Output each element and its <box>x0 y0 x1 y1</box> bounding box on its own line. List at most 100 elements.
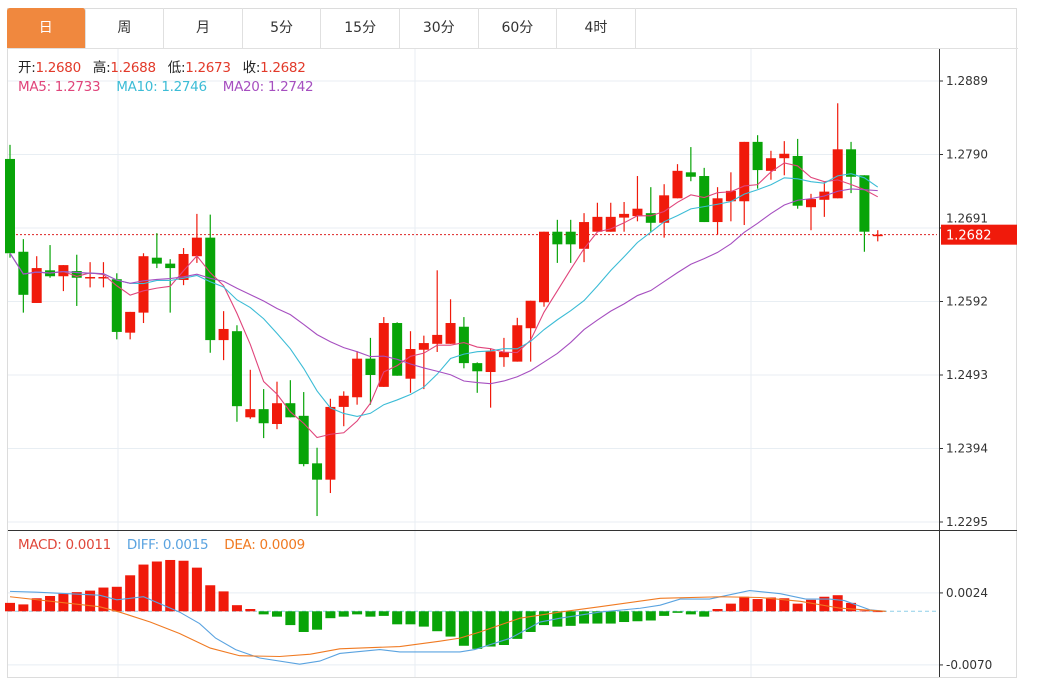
macd-bar <box>765 597 776 612</box>
macd-bar <box>325 611 336 619</box>
macd-bar <box>846 602 857 612</box>
macd-bar <box>111 586 122 612</box>
macd-bar <box>565 611 576 626</box>
candle-body <box>258 409 269 424</box>
macd-bar <box>138 564 149 612</box>
candle-body <box>498 351 509 358</box>
tab-15min[interactable]: 15分 <box>321 8 400 48</box>
low-value: 1.2673 <box>185 60 231 76</box>
macd-bar <box>779 598 790 612</box>
candle-body <box>592 216 603 232</box>
candle-body <box>458 326 469 364</box>
macd-bar <box>605 611 616 624</box>
candle-body <box>338 395 349 407</box>
candle-body <box>445 323 456 344</box>
open-label: 开: <box>18 60 36 76</box>
macd-bar <box>205 585 216 612</box>
price-tick-label: 1.2394 <box>946 441 988 455</box>
tab-4hour[interactable]: 4时 <box>557 8 636 48</box>
candle-body <box>165 263 176 269</box>
macd-bar <box>312 611 323 630</box>
candle-body <box>285 403 296 418</box>
diff-value: DIFF: 0.0015 <box>126 537 209 553</box>
ohlc-legend: 开:1.2680 高:1.2688 低:1.2673 收:1.2682 <box>18 60 306 76</box>
macd-bar <box>632 611 643 622</box>
tab-day[interactable]: 日 <box>7 8 86 48</box>
macd-bar <box>832 595 843 612</box>
candle-body <box>859 175 870 232</box>
macd-bar <box>512 611 523 639</box>
macd-bar <box>498 611 509 646</box>
ma10-value: MA10: 1.2746 <box>116 79 207 95</box>
tab-month[interactable]: 月 <box>164 8 243 48</box>
tab-5min[interactable]: 5分 <box>243 8 322 48</box>
moving-average-lines <box>9 162 879 439</box>
macd-bar <box>739 596 750 612</box>
macd-bar <box>45 595 56 612</box>
price-tick-label: 1.2493 <box>946 368 988 382</box>
ma20-line <box>9 188 878 385</box>
candle-body <box>365 358 376 375</box>
macd-bar <box>218 591 229 612</box>
macd-bar <box>85 590 96 612</box>
macd-bar <box>125 575 136 612</box>
candle-body <box>659 195 670 223</box>
macd-bar <box>191 567 202 612</box>
macd-bar <box>659 611 670 616</box>
macd-legend: MACD: 0.0011 DIFF: 0.0015 DEA: 0.0009 <box>18 537 305 553</box>
macd-bar <box>752 599 763 612</box>
candle-body <box>138 256 149 313</box>
macd-bar <box>592 611 603 624</box>
tab-30min[interactable]: 30分 <box>400 8 479 48</box>
ma-legend: MA5: 1.2733 MA10: 1.2746 MA20: 1.2742 <box>18 79 314 95</box>
macd-bar <box>645 611 656 621</box>
close-value: 1.2682 <box>260 60 306 76</box>
price-tick-label: 1.2889 <box>946 74 988 88</box>
candle-body <box>352 358 363 398</box>
macd-bar <box>258 611 269 615</box>
macd-bar <box>405 611 416 625</box>
macd-bar <box>98 587 109 612</box>
candle-body <box>298 415 309 465</box>
macd-bar <box>432 611 443 632</box>
candle-body <box>725 190 736 202</box>
macd-bar <box>685 611 696 615</box>
open-value: 1.2680 <box>35 60 81 76</box>
macd-bar <box>285 611 296 626</box>
tab-week[interactable]: 周 <box>86 8 165 48</box>
current-price-badge <box>941 224 1017 245</box>
ma20-value: MA20: 1.2742 <box>222 79 314 95</box>
current-price-label: 1.2682 <box>946 229 992 244</box>
macd-bar <box>725 603 736 612</box>
price-tick-label: 1.2295 <box>946 515 988 529</box>
candle-body <box>539 231 549 303</box>
ma5-value: MA5: 1.2733 <box>18 79 101 95</box>
dea-line <box>9 596 886 658</box>
macd-bar <box>672 611 683 613</box>
candle-body <box>205 237 216 341</box>
macd-bar <box>71 592 82 612</box>
candle-body <box>378 323 389 387</box>
candle-body <box>806 199 816 208</box>
candle-body <box>832 149 843 199</box>
candle-body <box>245 409 256 418</box>
candle-body <box>418 343 429 350</box>
candle-body <box>512 325 523 362</box>
candle-body <box>231 331 242 407</box>
price-tick-label: 1.2691 <box>946 212 988 226</box>
macd-bar <box>525 611 536 632</box>
candle-body <box>392 323 403 376</box>
candle-body <box>685 172 696 177</box>
macd-bar <box>165 559 176 612</box>
price-tick-label: 1.2592 <box>946 294 988 308</box>
macd-bar <box>231 605 242 612</box>
candle-body <box>739 141 750 202</box>
tab-60min[interactable]: 60分 <box>479 8 558 48</box>
macd-bar <box>806 599 816 612</box>
macd-bar <box>712 609 723 612</box>
diff-line <box>9 590 886 665</box>
macd-bar <box>245 609 256 612</box>
macd-bar <box>418 611 429 627</box>
dea-value: DEA: 0.0009 <box>224 537 305 553</box>
